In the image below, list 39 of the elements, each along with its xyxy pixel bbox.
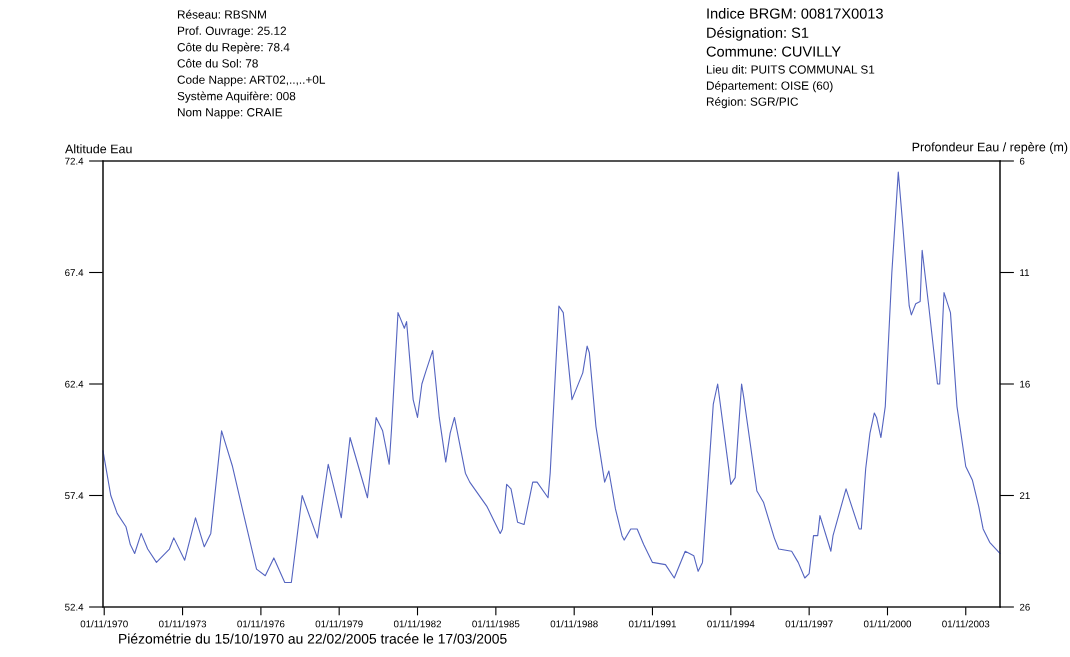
y2-tick-label: 26: [1019, 603, 1030, 611]
x-tick-label: 01/11/1976: [237, 620, 285, 628]
text: Piézométrie du 15/10/1970 au 22/02/2005 tracée le 17/03/2005: [119, 633, 507, 644]
y-axis-title: Altitude Eau: [65, 144, 132, 154]
text: Côte du Repère: 78.4: [177, 42, 290, 54]
y2-tick-label: 16: [1020, 380, 1030, 388]
line-series: [102, 171, 1001, 584]
text: Lieu dit: PUITS COMMUNAL S1: [706, 65, 875, 74]
y2-tick-label: 11: [1020, 269, 1030, 277]
text: Commune: CUVILLY: [706, 46, 841, 57]
x-tick-label: 01/11/1979: [315, 620, 363, 628]
x-tick-label: 01/11/1973: [158, 620, 207, 628]
y-tick-label: 57.4: [65, 492, 84, 500]
text: Département: OISE (60): [706, 81, 833, 93]
y-tick-label: 62.4: [65, 380, 84, 388]
x-tick-label: 01/11/1970: [80, 620, 128, 628]
y2-axis-title: Profondeur Eau / repère (m): [912, 142, 1068, 154]
text: Prof. Ouvrage: 25.12: [177, 26, 286, 38]
text: Région: SGR/PIC: [706, 97, 799, 109]
x-tick-label: 01/11/1988: [550, 620, 598, 628]
text: Réseau: RBSNM: [177, 9, 266, 19]
x-tick-label: 01/11/1982: [393, 620, 441, 628]
x-tick-label: 01/11/2000: [863, 620, 912, 628]
y2-tick-label: 6: [1019, 157, 1025, 165]
y-tick-label: 52.4: [65, 603, 84, 611]
y-tick-label: 67.4: [65, 269, 84, 277]
y-tick-label: 72.4: [65, 157, 84, 165]
x-tick-label: 01/11/1994: [707, 620, 755, 628]
x-tick-label: 01/11/1991: [628, 620, 676, 628]
text: Indice BRGM: 00817X0013: [707, 8, 883, 19]
text: Désignation: S1: [707, 27, 809, 41]
x-tick-label: 01/11/1997: [785, 620, 833, 628]
text: Nom Nappe: CRAIE: [177, 108, 283, 119]
y2-tick-label: 21: [1019, 492, 1030, 500]
text: Système Aquifère: 008: [177, 91, 296, 103]
x-tick-label: 01/11/1985: [472, 620, 520, 628]
text: Code Nappe: ART02,..,..+0L: [177, 75, 326, 87]
x-tick-label: 01/11/2003: [942, 620, 990, 628]
text: Côte du Sol: 78: [177, 58, 258, 68]
